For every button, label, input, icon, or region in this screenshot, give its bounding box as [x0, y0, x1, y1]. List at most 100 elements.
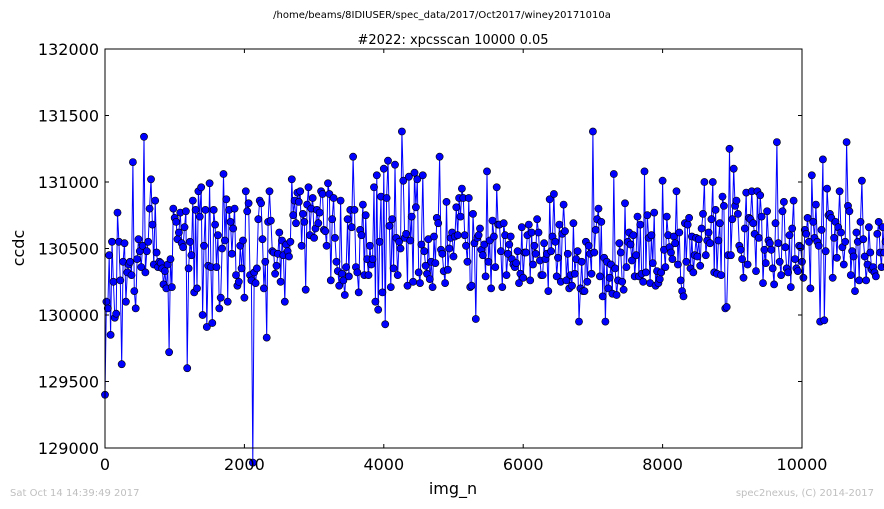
data-point: [760, 245, 769, 254]
data-point: [340, 291, 349, 299]
data-point: [140, 132, 148, 141]
data-point: [642, 268, 650, 277]
data-point: [701, 251, 710, 260]
data-point: [370, 183, 378, 192]
data-point: [416, 279, 424, 287]
data-point: [714, 236, 723, 245]
data-point: [575, 317, 583, 326]
data-point: [738, 255, 746, 263]
data-point: [780, 197, 788, 206]
data-point: [718, 192, 727, 201]
data-point: [186, 237, 194, 246]
data-point: [820, 316, 829, 325]
data-point: [148, 220, 157, 229]
data-point: [708, 178, 717, 186]
data-point: [386, 283, 395, 291]
data-point: [846, 271, 855, 279]
series-layer: [101, 127, 884, 467]
data-point: [180, 223, 189, 232]
data-point: [215, 304, 224, 313]
data-point: [552, 272, 561, 281]
data-point: [456, 212, 465, 221]
data-point: [707, 215, 716, 224]
data-point: [152, 248, 161, 257]
data-point: [855, 276, 864, 285]
data-point: [361, 211, 370, 220]
data-point: [109, 277, 118, 286]
data-point: [141, 268, 150, 277]
x-tick-label: 2000: [224, 455, 265, 474]
data-point: [144, 237, 153, 246]
data-point: [365, 241, 374, 250]
data-point: [632, 251, 640, 260]
data-point: [823, 184, 831, 193]
data-point: [174, 228, 183, 237]
data-point: [770, 280, 778, 289]
data-point: [301, 285, 310, 294]
data-point: [706, 239, 714, 248]
data-point: [545, 195, 554, 204]
data-point: [639, 277, 647, 286]
data-point: [655, 275, 664, 283]
data-point: [697, 224, 706, 233]
data-point: [561, 227, 569, 236]
data-point: [842, 138, 851, 146]
data-point: [757, 212, 766, 221]
data-point: [308, 194, 317, 202]
x-tick-label: 10000: [777, 455, 828, 474]
data-point: [411, 203, 420, 212]
data-point: [106, 330, 115, 339]
data-point: [296, 187, 305, 196]
data-point: [774, 239, 783, 248]
data-point: [462, 241, 470, 250]
data-point: [845, 207, 854, 216]
data-point: [117, 360, 126, 369]
data-point: [786, 283, 795, 291]
y-tick-label: 131000: [38, 173, 99, 192]
data-point: [856, 217, 865, 226]
data-point: [672, 187, 681, 196]
data-point: [431, 259, 440, 267]
x-axis-label: img_n: [429, 479, 477, 499]
data-point: [262, 333, 271, 342]
data-point: [368, 255, 377, 263]
data-point: [286, 237, 295, 246]
data-point: [183, 364, 192, 373]
data-point: [184, 264, 193, 273]
x-tick-label: 8000: [642, 455, 683, 474]
data-point: [693, 252, 702, 261]
data-point: [696, 261, 705, 270]
data-point: [234, 277, 243, 286]
data-point: [796, 243, 805, 252]
data-point: [488, 216, 497, 225]
data-point: [212, 263, 221, 271]
data-point: [759, 279, 767, 287]
timestamp: Sat Oct 14 14:39:49 2017: [10, 488, 140, 499]
data-point: [285, 252, 293, 261]
data-point: [734, 209, 742, 218]
data-point: [464, 194, 473, 202]
data-point: [773, 138, 781, 146]
data-point: [594, 204, 603, 213]
data-point: [484, 257, 493, 266]
data-point: [105, 251, 114, 260]
data-point: [414, 268, 423, 277]
x-tick-label: 0: [100, 455, 110, 474]
y-tick-label: 131500: [38, 107, 99, 126]
data-point: [812, 200, 820, 209]
data-point: [287, 175, 296, 184]
data-point: [102, 297, 111, 306]
data-point: [481, 272, 490, 281]
data-point: [457, 184, 466, 193]
data-point: [453, 231, 462, 240]
data-point: [609, 170, 618, 178]
data-point: [534, 228, 543, 237]
data-point: [314, 219, 323, 228]
data-point: [240, 293, 249, 302]
data-point: [120, 239, 129, 248]
data-point: [409, 277, 417, 286]
data-point: [676, 276, 685, 285]
data-point: [524, 220, 533, 229]
data-point: [777, 271, 785, 279]
data-point: [788, 224, 797, 233]
